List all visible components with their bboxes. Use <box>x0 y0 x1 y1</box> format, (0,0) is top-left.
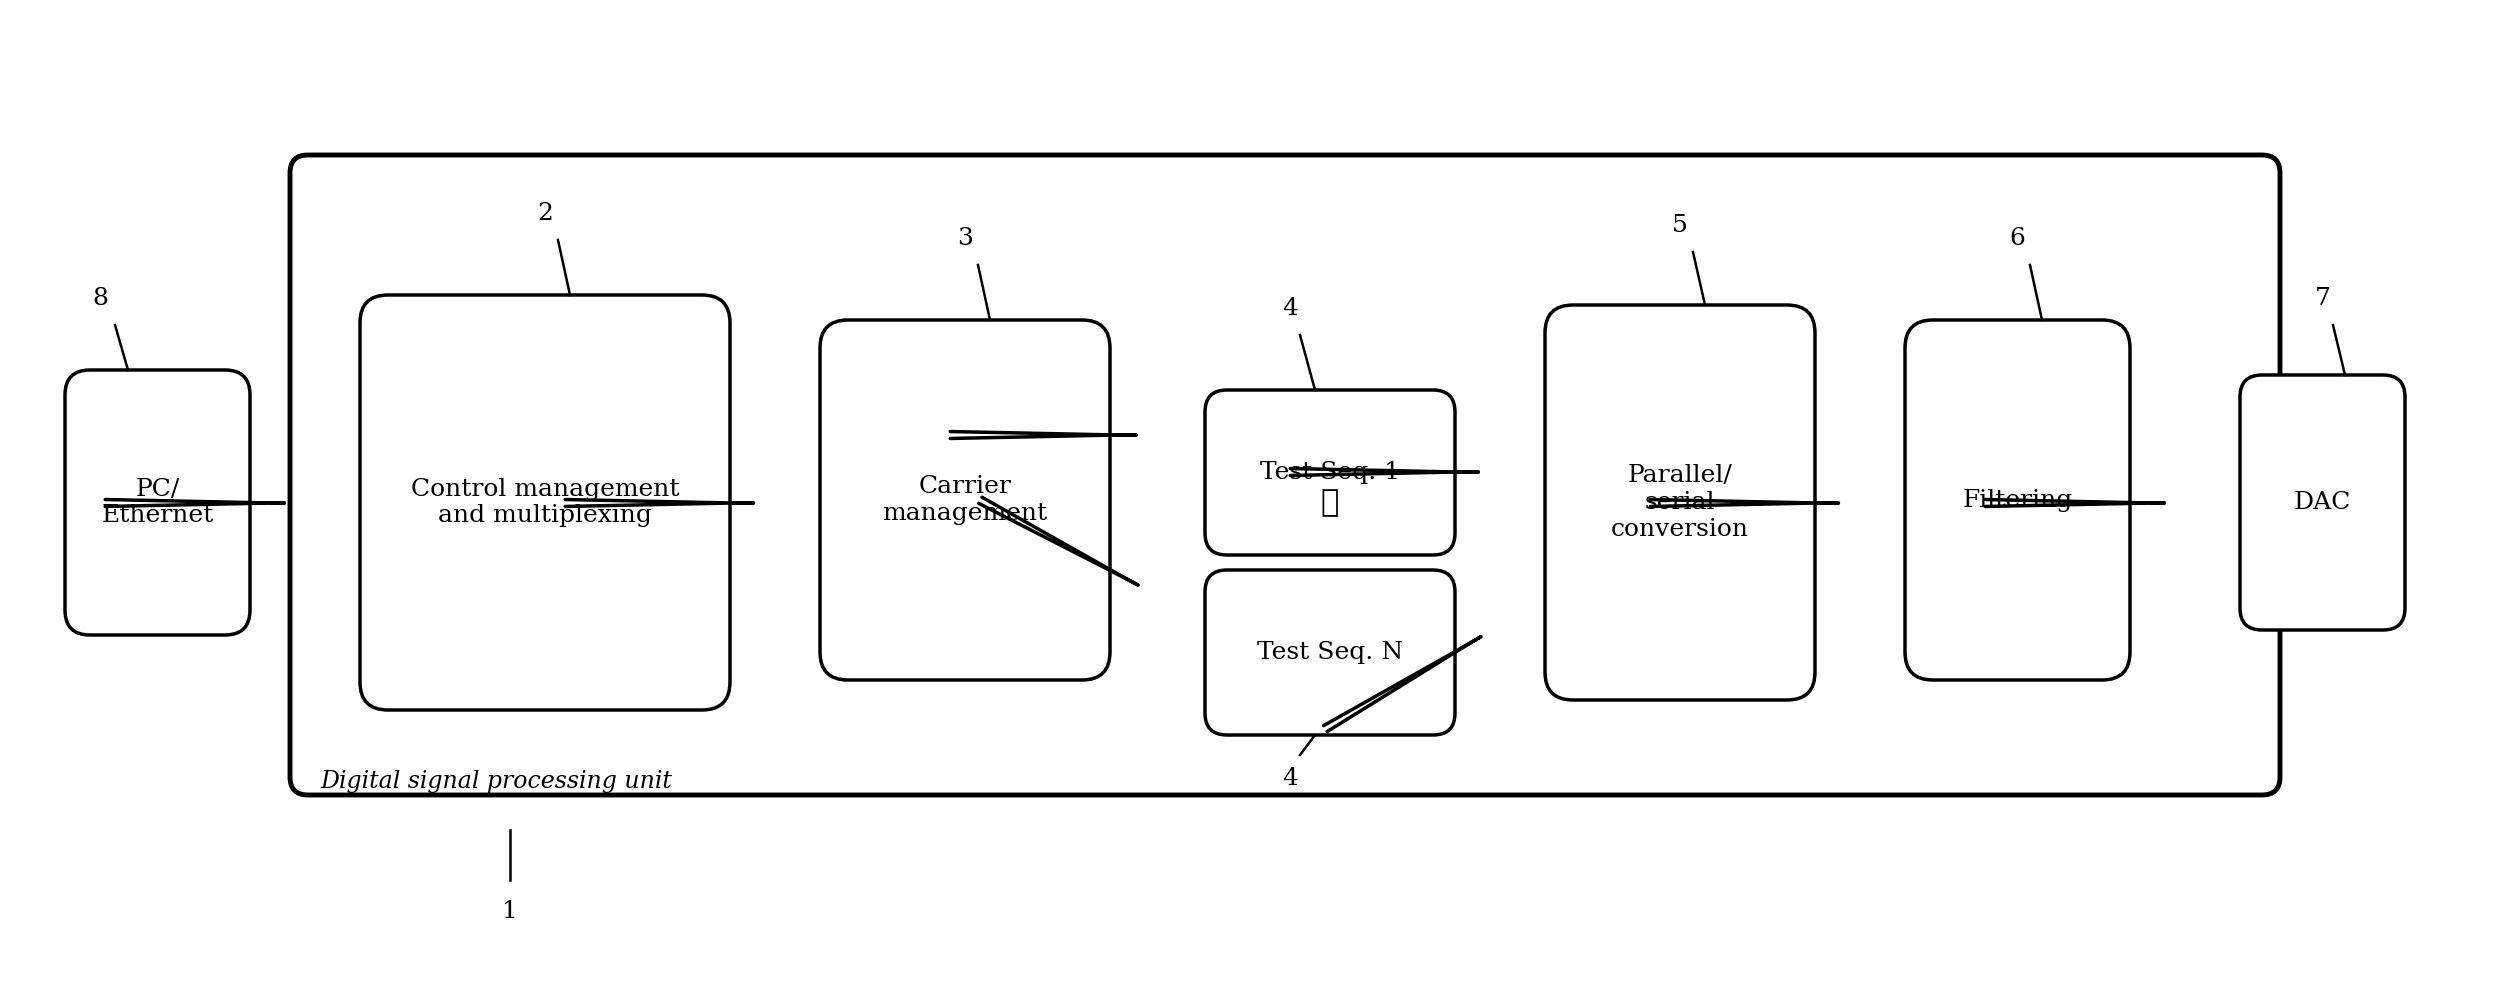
Text: 5: 5 <box>1672 214 1688 237</box>
FancyBboxPatch shape <box>360 295 729 710</box>
Text: 3: 3 <box>958 227 973 250</box>
Text: 8: 8 <box>93 287 108 310</box>
Text: Digital signal processing unit: Digital signal processing unit <box>319 770 672 793</box>
Text: Test Seq. 1: Test Seq. 1 <box>1260 461 1401 484</box>
FancyBboxPatch shape <box>289 155 2281 795</box>
Text: 4: 4 <box>1283 767 1298 790</box>
Text: Test Seq. N: Test Seq. N <box>1258 641 1403 664</box>
FancyBboxPatch shape <box>65 370 249 635</box>
Text: 7: 7 <box>2316 287 2331 310</box>
Text: DAC: DAC <box>2294 491 2352 514</box>
FancyBboxPatch shape <box>820 320 1109 680</box>
Text: Control management
and multiplexing: Control management and multiplexing <box>410 478 679 527</box>
FancyBboxPatch shape <box>2241 375 2404 630</box>
FancyBboxPatch shape <box>1904 320 2130 680</box>
Text: 1: 1 <box>503 900 518 923</box>
Text: 6: 6 <box>2009 227 2025 250</box>
Text: Carrier
management: Carrier management <box>883 475 1049 525</box>
FancyBboxPatch shape <box>1544 305 1816 700</box>
Text: 2: 2 <box>538 202 553 225</box>
Text: 4: 4 <box>1283 297 1298 320</box>
Text: ⋮: ⋮ <box>1320 488 1338 518</box>
Text: Filtering: Filtering <box>1962 489 2072 511</box>
Text: Parallel/
serial
conversion: Parallel/ serial conversion <box>1612 464 1748 541</box>
FancyBboxPatch shape <box>1205 390 1456 555</box>
Text: PC/
Ethernet: PC/ Ethernet <box>101 478 214 527</box>
FancyBboxPatch shape <box>1205 570 1456 735</box>
